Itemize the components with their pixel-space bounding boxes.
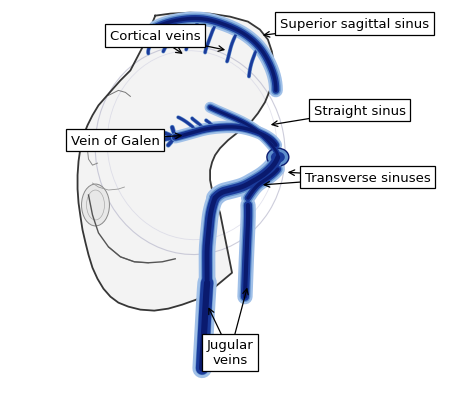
Ellipse shape (82, 185, 109, 226)
Text: Vein of Galen: Vein of Galen (71, 134, 160, 147)
Text: Superior sagittal sinus: Superior sagittal sinus (280, 18, 429, 31)
Text: Cortical veins: Cortical veins (110, 30, 201, 43)
Text: Straight sinus: Straight sinus (314, 104, 406, 117)
Text: Jugular
veins: Jugular veins (207, 339, 254, 367)
Ellipse shape (271, 152, 285, 163)
Ellipse shape (267, 149, 289, 167)
Polygon shape (78, 14, 274, 311)
Text: Transverse sinuses: Transverse sinuses (305, 171, 430, 184)
